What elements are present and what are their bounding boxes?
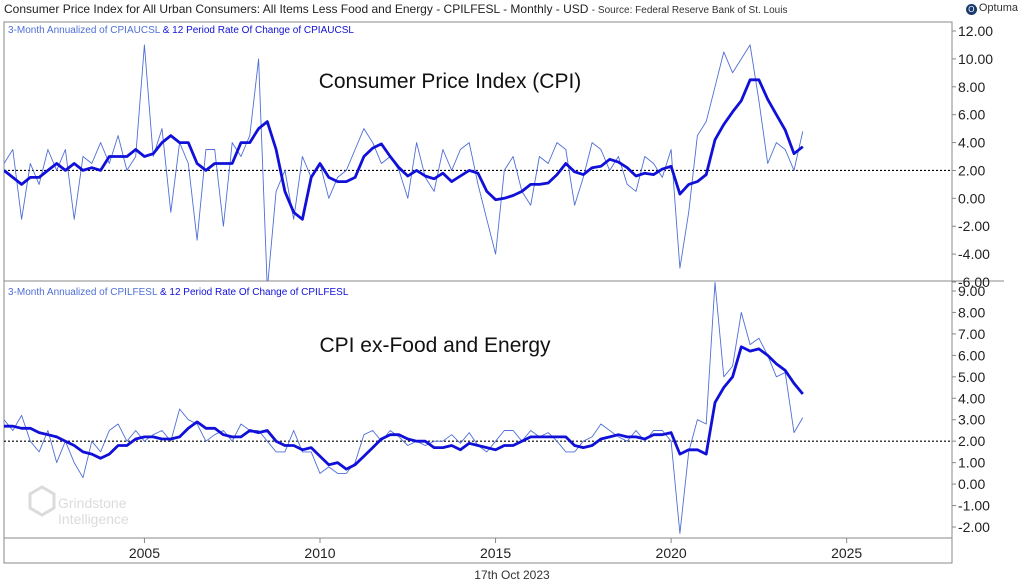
- series-line-cpi-rate-of-change: [4, 78, 804, 221]
- y-tick-label: 10.00: [958, 51, 993, 67]
- y-tick-label: 3.00: [958, 412, 985, 428]
- optuma-icon: O: [965, 4, 977, 15]
- x-tick-label: 2025: [831, 545, 862, 561]
- y-tick-label: -4.00: [958, 246, 990, 262]
- legend-core: 3-Month Annualized of CPILFESL & 12 Peri…: [8, 287, 349, 298]
- legend-cpi-connector: &: [163, 25, 170, 36]
- y-tick-label: 4.00: [958, 390, 985, 406]
- y-tick-label: 8.00: [958, 79, 985, 95]
- series-line-core-rate-of-change: [4, 345, 804, 471]
- y-tick-label: 6.00: [958, 107, 985, 123]
- x-tick-label: 2010: [304, 545, 335, 561]
- watermark-line2: Intelligence: [58, 511, 129, 527]
- y-tick-label: -1.00: [958, 498, 990, 514]
- y-tick-label: 1.00: [958, 455, 985, 471]
- y-tick-label: 12.00: [958, 23, 993, 39]
- chart-source: - Source: Federal Reserve Bank of St. Lo…: [591, 5, 788, 16]
- watermark-icon: [28, 485, 56, 517]
- watermark-line1: Grindstone: [58, 495, 127, 511]
- y-tick-label: -2.00: [958, 218, 990, 234]
- series-line-core-3m-annualized: [4, 281, 804, 534]
- series-line-cpi-3m-annualized: [4, 44, 804, 281]
- legend-core-series2: 12 Period Rate Of Change of CPILFESL: [169, 287, 348, 298]
- x-tick-label: 2005: [129, 545, 160, 561]
- y-tick-label: 7.00: [958, 326, 985, 342]
- y-tick-label: 6.00: [958, 347, 985, 363]
- panel-title-cpi: Consumer Price Index (CPI): [319, 70, 582, 93]
- chart-header: Consumer Price Index for All Urban Consu…: [4, 2, 1020, 20]
- y-tick-label: 5.00: [958, 369, 985, 385]
- y-tick-label: 0.00: [958, 190, 985, 206]
- y-tick-label: 2.00: [958, 162, 985, 178]
- y-tick-label: 4.00: [958, 135, 985, 151]
- panel-cpi: 3-Month Annualized of CPIAUCSL & 12 Peri…: [4, 23, 993, 290]
- legend-core-series1: 3-Month Annualized of CPILFESL: [8, 287, 158, 298]
- legend-core-connector: &: [160, 287, 167, 298]
- y-tick-label: 0.00: [958, 476, 985, 492]
- panel-core-cpi: 3-Month Annualized of CPILFESL & 12 Peri…: [4, 281, 990, 535]
- y-tick-label: -6.00: [958, 274, 990, 290]
- y-tick-label: 8.00: [958, 304, 985, 320]
- chart-title: Consumer Price Index for All Urban Consu…: [4, 2, 589, 16]
- legend-cpi-series1: 3-Month Annualized of CPIAUCSL: [8, 25, 161, 36]
- y-tick-label: -2.00: [958, 519, 990, 535]
- x-axis: 2005 2010 2015 2020 2025: [129, 538, 862, 561]
- panel-title-core: CPI ex-Food and Energy: [319, 334, 551, 357]
- footer-date: 17th Oct 2023: [474, 568, 550, 582]
- legend-cpi-series2: 12 Period Rate Of Change of CPIAUCSL: [172, 25, 354, 36]
- grindstone-watermark: Grindstone Intelligence: [28, 485, 129, 527]
- x-tick-label: 2015: [480, 545, 511, 561]
- legend-cpi: 3-Month Annualized of CPIAUCSL & 12 Peri…: [8, 25, 354, 36]
- x-tick-label: 2020: [656, 545, 687, 561]
- y-tick-label: 9.00: [958, 283, 985, 299]
- y-tick-label: 2.00: [958, 433, 985, 449]
- optuma-logo: O Optuma: [965, 2, 1018, 15]
- logo-text: Optuma: [978, 2, 1018, 14]
